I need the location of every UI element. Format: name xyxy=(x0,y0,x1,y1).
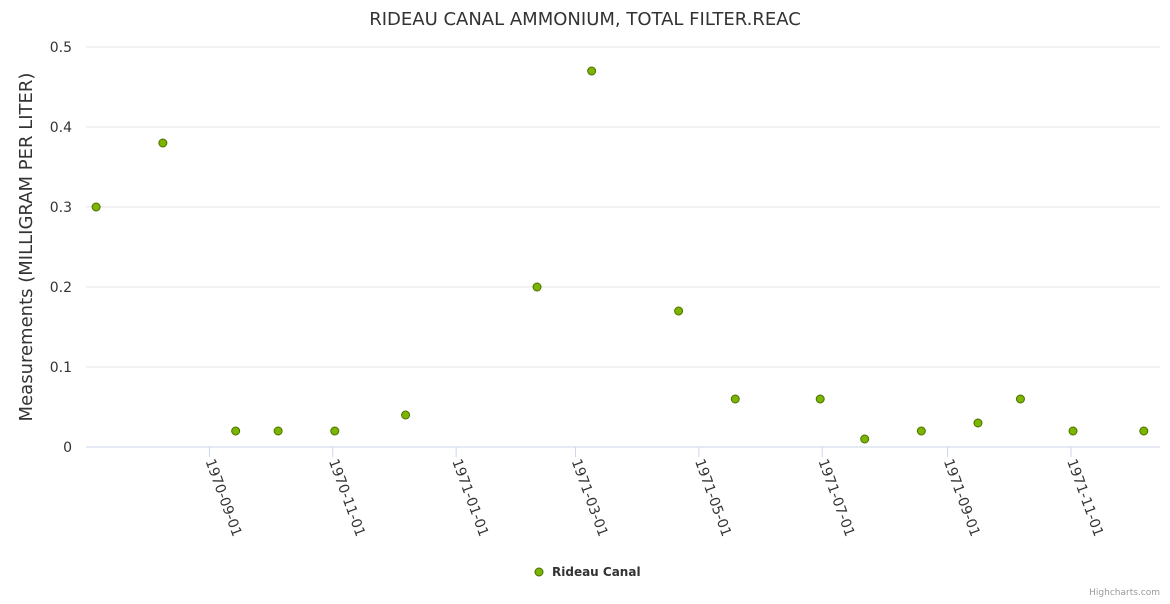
y-tick-label: 0 xyxy=(63,440,72,456)
credits[interactable]: Highcharts.com xyxy=(1089,588,1160,598)
y-tick-label: 0.4 xyxy=(50,120,72,136)
x-tick-label: 1971-11-01 xyxy=(1063,457,1106,539)
data-point[interactable] xyxy=(674,306,684,316)
legend-label: Rideau Canal xyxy=(552,565,641,579)
x-tick-label: 1971-01-01 xyxy=(448,457,491,539)
legend-item[interactable]: Rideau Canal xyxy=(534,565,641,579)
data-point[interactable] xyxy=(401,410,411,420)
chart-title: RIDEAU CANAL AMMONIUM, TOTAL FILTER.REAC xyxy=(369,9,801,30)
data-point[interactable] xyxy=(532,282,542,292)
y-tick-label: 0.1 xyxy=(50,360,72,376)
data-point[interactable] xyxy=(916,426,926,436)
data-point[interactable] xyxy=(1015,394,1025,404)
x-tick-label: 1971-03-01 xyxy=(568,457,611,539)
y-tick-label: 0.5 xyxy=(50,40,72,56)
data-point[interactable] xyxy=(860,434,870,444)
data-point[interactable] xyxy=(330,426,340,436)
data-point[interactable] xyxy=(231,426,241,436)
data-point[interactable] xyxy=(1068,426,1078,436)
data-point[interactable] xyxy=(1139,426,1149,436)
y-tick-label: 0.3 xyxy=(50,200,72,216)
data-point[interactable] xyxy=(587,66,597,76)
y-tick-label: 0.2 xyxy=(50,280,72,296)
x-tick-label: 1970-09-01 xyxy=(202,457,245,539)
x-tick-label: 1970-11-01 xyxy=(325,457,368,539)
x-tick-label: 1971-09-01 xyxy=(940,457,983,539)
data-point[interactable] xyxy=(158,138,168,148)
x-tick-label: 1971-07-01 xyxy=(814,457,857,539)
data-point[interactable] xyxy=(91,202,101,212)
x-tick-label: 1971-05-01 xyxy=(691,457,734,539)
data-point[interactable] xyxy=(973,418,983,428)
legend-marker xyxy=(534,567,544,577)
data-point[interactable] xyxy=(815,394,825,404)
data-point[interactable] xyxy=(730,394,740,404)
y-axis-label: Measurements (MILLIGRAM PER LITER) xyxy=(16,73,37,422)
data-point[interactable] xyxy=(273,426,283,436)
